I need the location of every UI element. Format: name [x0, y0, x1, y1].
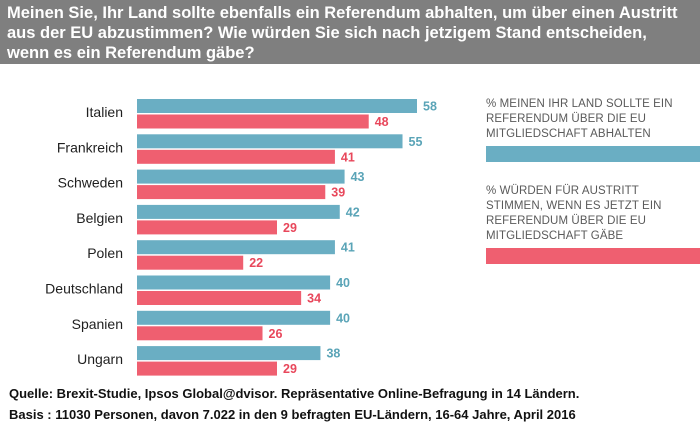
value-label-series-1: 40 — [336, 276, 350, 290]
category-label: Spanien — [72, 316, 123, 332]
value-label-series-1: 43 — [351, 170, 365, 184]
legend-entry-1-swatch — [486, 146, 700, 162]
title-line-3: wenn es ein Referendum gäbe? — [7, 44, 255, 62]
category-label: Belgien — [76, 210, 123, 226]
chart-title: Meinen Sie, Ihr Land sollte ebenfalls ei… — [0, 0, 700, 64]
value-label-series-2: 41 — [341, 150, 355, 164]
category-label: Schweden — [58, 175, 123, 191]
bar-series-2 — [137, 149, 335, 164]
bar-series-1 — [137, 240, 335, 255]
bar-series-1 — [137, 346, 321, 361]
bar-series-2 — [137, 361, 277, 376]
category-label: Deutschland — [45, 281, 123, 297]
bar-series-2 — [137, 326, 263, 341]
bar-series-2 — [137, 114, 369, 129]
source-note: Quelle: Brexit-Studie, Ipsos Global@dvis… — [9, 383, 699, 425]
category-label: Ungarn — [77, 351, 123, 367]
value-label-series-1: 55 — [409, 135, 423, 149]
category-label: Italien — [86, 104, 123, 120]
value-label-series-1: 58 — [423, 100, 437, 114]
title-line-2: aus der EU abzustimmen? Wie würden Sie s… — [7, 24, 647, 42]
value-label-series-2: 22 — [249, 256, 263, 270]
bar-series-1 — [137, 134, 403, 149]
source-line-2: Basis : 11030 Personen, davon 7.022 in d… — [9, 407, 576, 422]
value-label-series-2: 34 — [307, 292, 321, 306]
value-label-series-2: 29 — [283, 362, 297, 376]
title-line-1: Meinen Sie, Ihr Land sollte ebenfalls ei… — [7, 4, 678, 22]
value-label-series-1: 38 — [326, 347, 340, 361]
bar-series-1 — [137, 99, 417, 113]
value-label-series-2: 26 — [269, 327, 283, 341]
value-label-series-2: 29 — [283, 221, 297, 235]
source-line-1: Quelle: Brexit-Studie, Ipsos Global@dvis… — [9, 386, 580, 401]
bar-series-2 — [137, 291, 302, 305]
bar-series-1 — [137, 169, 345, 184]
category-label: Frankreich — [57, 139, 123, 155]
value-label-series-1: 40 — [336, 311, 350, 325]
legend-entry-1-label: % MEINEN IHR LAND SOLLTE EIN REFERENDUM … — [486, 98, 673, 140]
bar-series-2 — [137, 220, 277, 235]
value-label-series-2: 39 — [331, 186, 345, 200]
category-label: Polen — [87, 245, 123, 261]
bar-chart: Italien 58 48 Frankreich 55 41 Schweden 43 39 Bel… — [45, 99, 437, 376]
bar-series-2 — [137, 185, 326, 200]
value-label-series-1: 42 — [346, 205, 360, 219]
legend-entry-2-label: % WÜRDEN FÜR AUSTRITT STIMMEN, WENN ES J… — [486, 185, 662, 242]
value-label-series-2: 48 — [375, 115, 389, 129]
bar-series-1 — [137, 204, 340, 219]
bar-series-1 — [137, 310, 331, 325]
legend-entry-2-swatch — [486, 248, 700, 264]
value-label-series-1: 41 — [341, 241, 355, 255]
bar-series-2 — [137, 255, 244, 270]
bar-series-1 — [137, 275, 331, 290]
